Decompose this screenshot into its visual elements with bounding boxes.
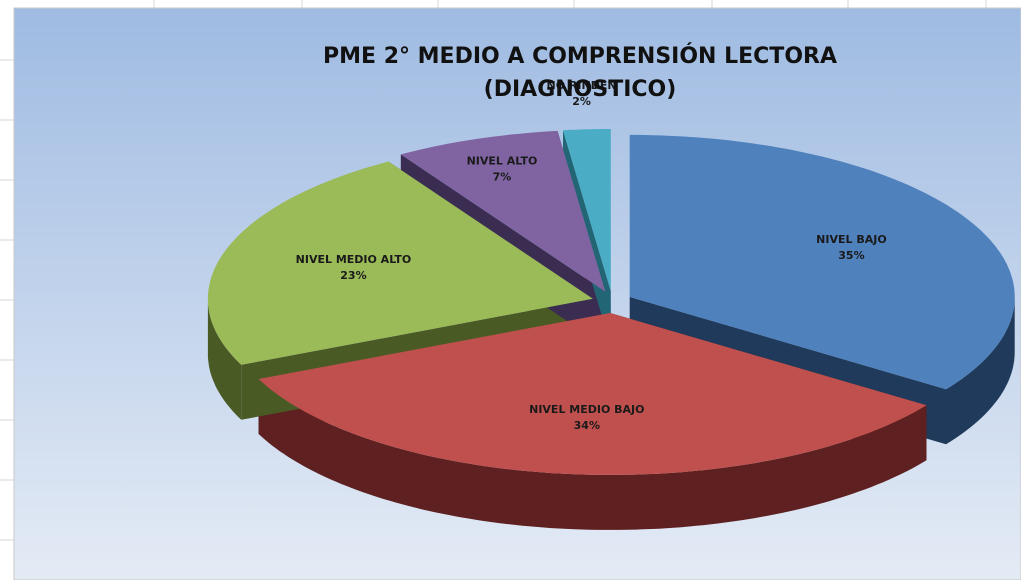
pie-slice xyxy=(563,129,611,291)
chart-title: PME 2° MEDIO A COMPRENSIÓN LECTORA (DIAG… xyxy=(322,44,837,102)
slice-outer-wall xyxy=(258,379,927,530)
slice-outer-wall xyxy=(946,296,1015,445)
data-label-category: NIVEL BAJO xyxy=(816,233,887,246)
data-label-value: 35% xyxy=(838,249,864,262)
data-label-value: 2% xyxy=(572,95,591,108)
pie-slice xyxy=(207,161,593,365)
data-label-category: NIVEL MEDIO BAJO xyxy=(529,403,644,416)
pie-slice xyxy=(258,313,927,475)
data-label-value: 23% xyxy=(340,269,366,282)
pie-tops xyxy=(207,129,1015,475)
data-labels: NIVEL BAJO 35% NIVEL MEDIO BAJO 34% NIVEL ME… xyxy=(296,79,887,432)
pie-slice xyxy=(400,130,606,292)
spreadsheet-grid xyxy=(0,0,987,541)
data-label-value: 34% xyxy=(574,419,600,432)
data-label-category: NO RINDEN xyxy=(547,79,617,92)
pie-slice xyxy=(629,134,1015,390)
slice-outer-wall xyxy=(207,298,242,420)
data-label-value: 7% xyxy=(493,171,512,184)
data-label-category: NIVEL MEDIO ALTO xyxy=(296,253,412,266)
data-label-category: NIVEL ALTO xyxy=(467,155,538,168)
